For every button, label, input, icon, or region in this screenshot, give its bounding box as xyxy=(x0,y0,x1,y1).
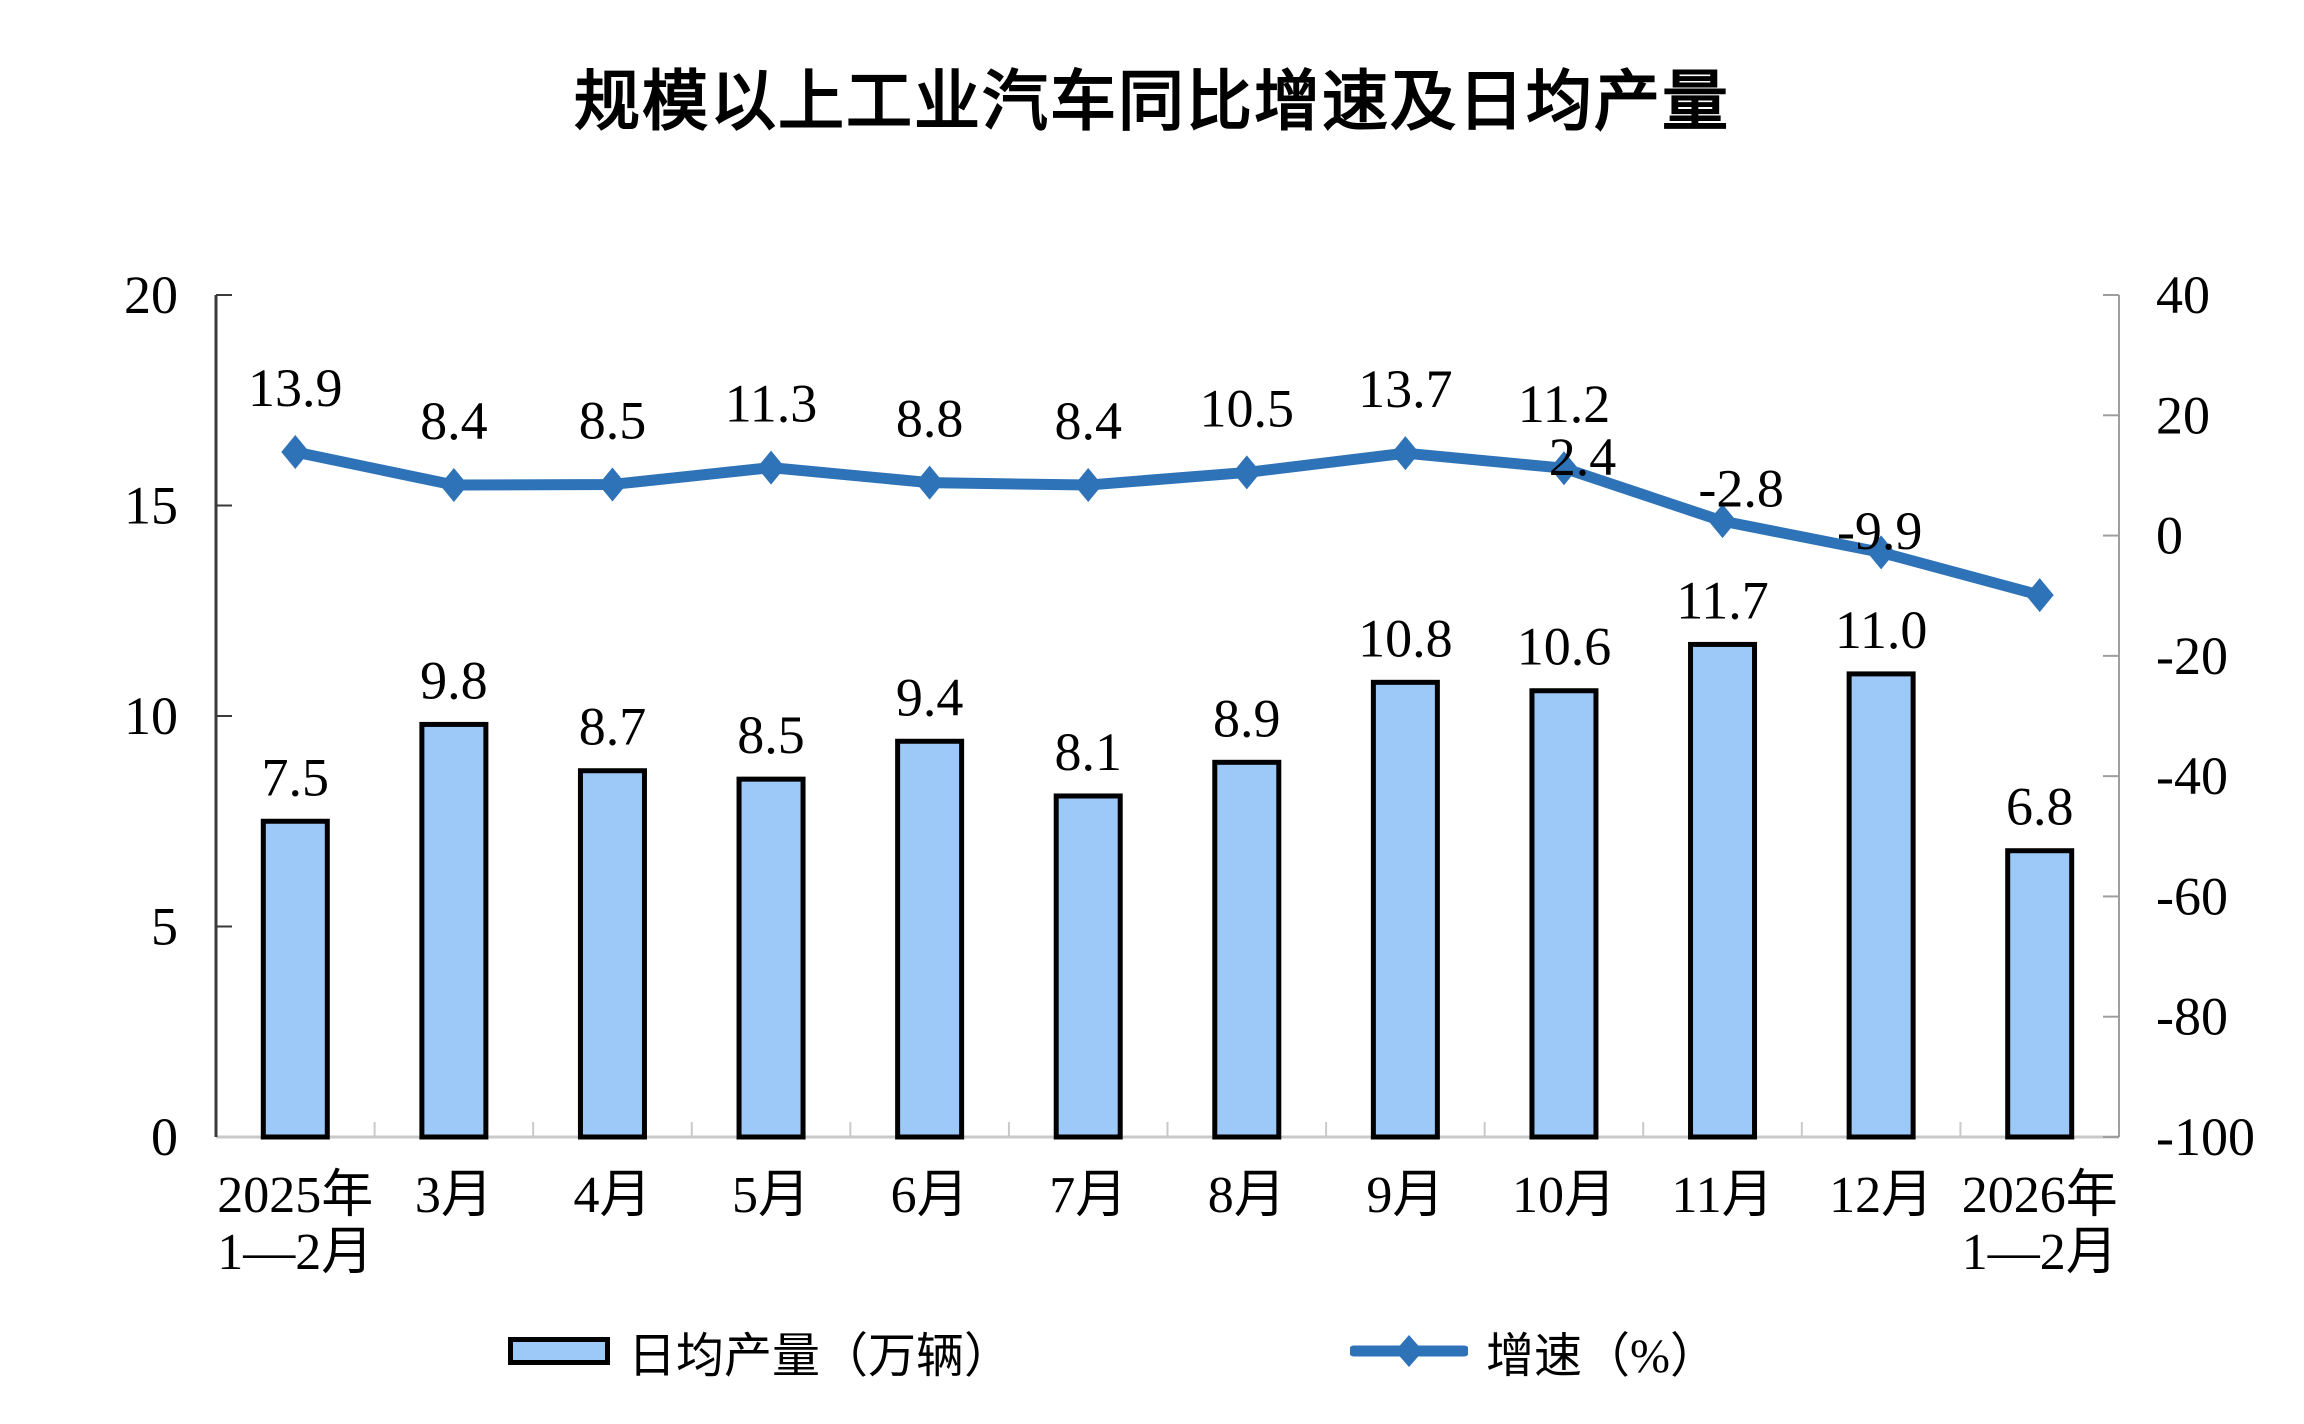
line-legend-swatch xyxy=(1350,1335,1468,1367)
line-value-label: 11.3 xyxy=(725,374,818,434)
category-label: 5月 xyxy=(732,1167,810,1224)
growth-line xyxy=(289,446,2046,601)
line-value-label: 13.7 xyxy=(1358,359,1453,419)
bar xyxy=(1053,793,1123,1140)
bar xyxy=(1370,679,1440,1140)
bar xyxy=(1846,671,1916,1140)
bar xyxy=(260,818,330,1140)
bar-value-label: 9.8 xyxy=(420,650,488,710)
line-value-label: 11.2 xyxy=(1518,374,1611,434)
line-marker-diamond-icon xyxy=(2025,578,2054,613)
category-label: 2026年 xyxy=(1962,1167,2118,1224)
legend-item-daily-output: 日均产量（万辆） xyxy=(508,1316,1012,1386)
category-label: 1—2月 xyxy=(217,1224,373,1281)
category-label: 11月 xyxy=(1672,1167,1774,1224)
line-marker-diamond-icon xyxy=(1232,455,1261,490)
bar-value-label: 7.5 xyxy=(262,747,330,807)
line-marker-diamond-icon xyxy=(1074,468,1103,503)
line-marker-diamond-icon xyxy=(757,450,786,485)
line-marker-diamond-icon xyxy=(1391,436,1420,471)
line-marker-diamond-icon xyxy=(1549,451,1578,486)
category-label: 3月 xyxy=(415,1167,493,1224)
bar xyxy=(2005,848,2075,1140)
bar-value-label: 11.7 xyxy=(1676,570,1769,630)
right-axis-tick-label: -20 xyxy=(2156,626,2228,686)
left-axis-tick-label: 10 xyxy=(124,686,178,746)
bar-legend-swatch xyxy=(508,1337,610,1365)
right-axis-tick-label: -40 xyxy=(2156,746,2228,806)
bar-value-label: 11.0 xyxy=(1835,600,1928,660)
line-value-label: 10.5 xyxy=(1200,378,1295,438)
left-axis-tick-label: 15 xyxy=(124,476,178,536)
bar-value-label: 6.8 xyxy=(2006,777,2074,837)
line-marker-diamond-icon xyxy=(915,465,944,500)
bar xyxy=(1529,688,1599,1140)
line-value-label: 8.4 xyxy=(420,391,488,451)
line-value-label: 8.8 xyxy=(896,389,964,449)
category-label: 6月 xyxy=(891,1167,969,1224)
line-marker-diamond-icon xyxy=(281,434,310,469)
line-marker-diamond-icon xyxy=(598,467,627,502)
chart-title: 规模以上工业汽车同比增速及日均产量 xyxy=(574,66,1730,139)
line-value-label: -2.8 xyxy=(1698,458,1783,518)
right-axis-tick-label: 20 xyxy=(2156,385,2210,445)
category-label: 2025年 xyxy=(217,1167,373,1224)
bar-value-label: 10.6 xyxy=(1517,617,1612,677)
legend-diamond-marker-icon xyxy=(1395,1335,1423,1367)
category-label: 7月 xyxy=(1049,1167,1127,1224)
right-axis-tick-label: 0 xyxy=(2156,506,2183,566)
bar xyxy=(1688,641,1758,1140)
category-label: 10月 xyxy=(1512,1167,1616,1224)
category-label: 12月 xyxy=(1829,1167,1933,1224)
category-label: 4月 xyxy=(573,1167,651,1224)
left-axis-tick-label: 20 xyxy=(124,265,178,325)
right-axis-tick-label: -80 xyxy=(2156,987,2228,1047)
line-marker-diamond-icon xyxy=(439,468,468,503)
line-legend-label: 增速（%） xyxy=(1486,1330,1718,1383)
legend-item-growth-rate: 增速（%） xyxy=(1350,1316,1718,1386)
category-label: 1—2月 xyxy=(1962,1224,2118,1281)
bar-value-label: 8.7 xyxy=(579,697,647,757)
line-marker-diamond-icon xyxy=(1867,535,1896,570)
bar-value-label: 8.5 xyxy=(737,705,805,765)
line-marker-diamond-icon xyxy=(1708,504,1737,539)
right-axis-tick-label: 40 xyxy=(2156,265,2210,325)
line-value-label: 13.9 xyxy=(248,358,343,418)
category-label: 8月 xyxy=(1208,1167,1286,1224)
bar xyxy=(736,776,806,1140)
bar xyxy=(895,738,965,1140)
bar xyxy=(1212,759,1282,1140)
category-label: 9月 xyxy=(1366,1167,1444,1224)
bar-value-label: 8.1 xyxy=(1054,722,1122,782)
line-value-label: 8.4 xyxy=(1054,391,1122,451)
bar-value-label: 9.4 xyxy=(896,667,964,727)
bar-value-label: 8.9 xyxy=(1213,688,1281,748)
bar-legend-label: 日均产量（万辆） xyxy=(628,1330,1013,1383)
bar xyxy=(419,721,489,1140)
line-value-label: 2.4 xyxy=(1549,427,1617,487)
bar-value-label: 10.8 xyxy=(1358,608,1453,668)
right-axis-tick-label: -60 xyxy=(2156,866,2228,926)
line-value-label: -9.9 xyxy=(1837,501,1922,561)
left-axis-tick-label: 0 xyxy=(151,1107,178,1167)
right-axis-tick-label: -100 xyxy=(2156,1107,2255,1167)
left-axis-tick-label: 5 xyxy=(151,897,178,957)
bar xyxy=(577,768,647,1140)
line-value-label: 8.5 xyxy=(579,390,647,450)
